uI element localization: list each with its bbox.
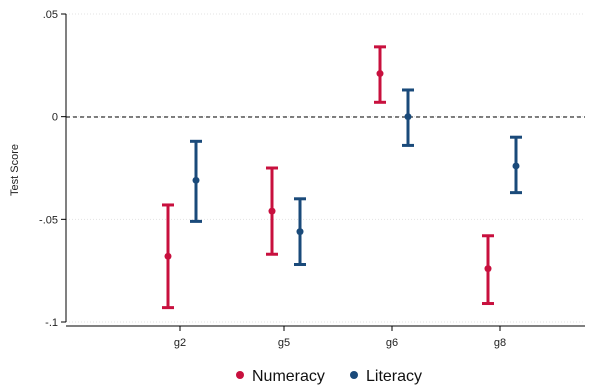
x-axis: g2 g5 g6 g8 [66, 325, 585, 349]
x-tick-label: g2 [174, 337, 186, 349]
series-numeracy [162, 45, 494, 310]
y-tick-label: -.1 [45, 317, 58, 329]
x-tick-label: g8 [494, 337, 506, 349]
gridlines [66, 13, 585, 323]
point-estimate [376, 70, 384, 78]
legend-marker-literacy [350, 371, 358, 379]
y-axis-label: Test Score [9, 144, 21, 196]
point-estimate [164, 252, 172, 260]
y-tick-label: .05 [43, 9, 58, 21]
y-axis: .05 0 -.05 -.1 [39, 9, 67, 329]
x-tick-label: g6 [386, 337, 398, 349]
point-estimate [404, 113, 412, 121]
point-estimate [484, 265, 492, 273]
x-tick-label: g5 [278, 337, 290, 349]
point-estimate [512, 162, 520, 170]
y-tick-label: 0 [52, 112, 58, 124]
chart-marks [162, 45, 522, 310]
point-estimate [296, 228, 304, 236]
series-literacy [190, 88, 522, 267]
legend-marker-numeracy [236, 371, 244, 379]
point-estimate [268, 207, 276, 215]
legend-label-numeracy: Numeracy [252, 368, 325, 385]
y-tick-label: -.05 [39, 214, 58, 226]
legend: Numeracy Literacy [236, 368, 422, 385]
point-estimate [192, 176, 200, 184]
legend-label-literacy: Literacy [366, 368, 422, 385]
